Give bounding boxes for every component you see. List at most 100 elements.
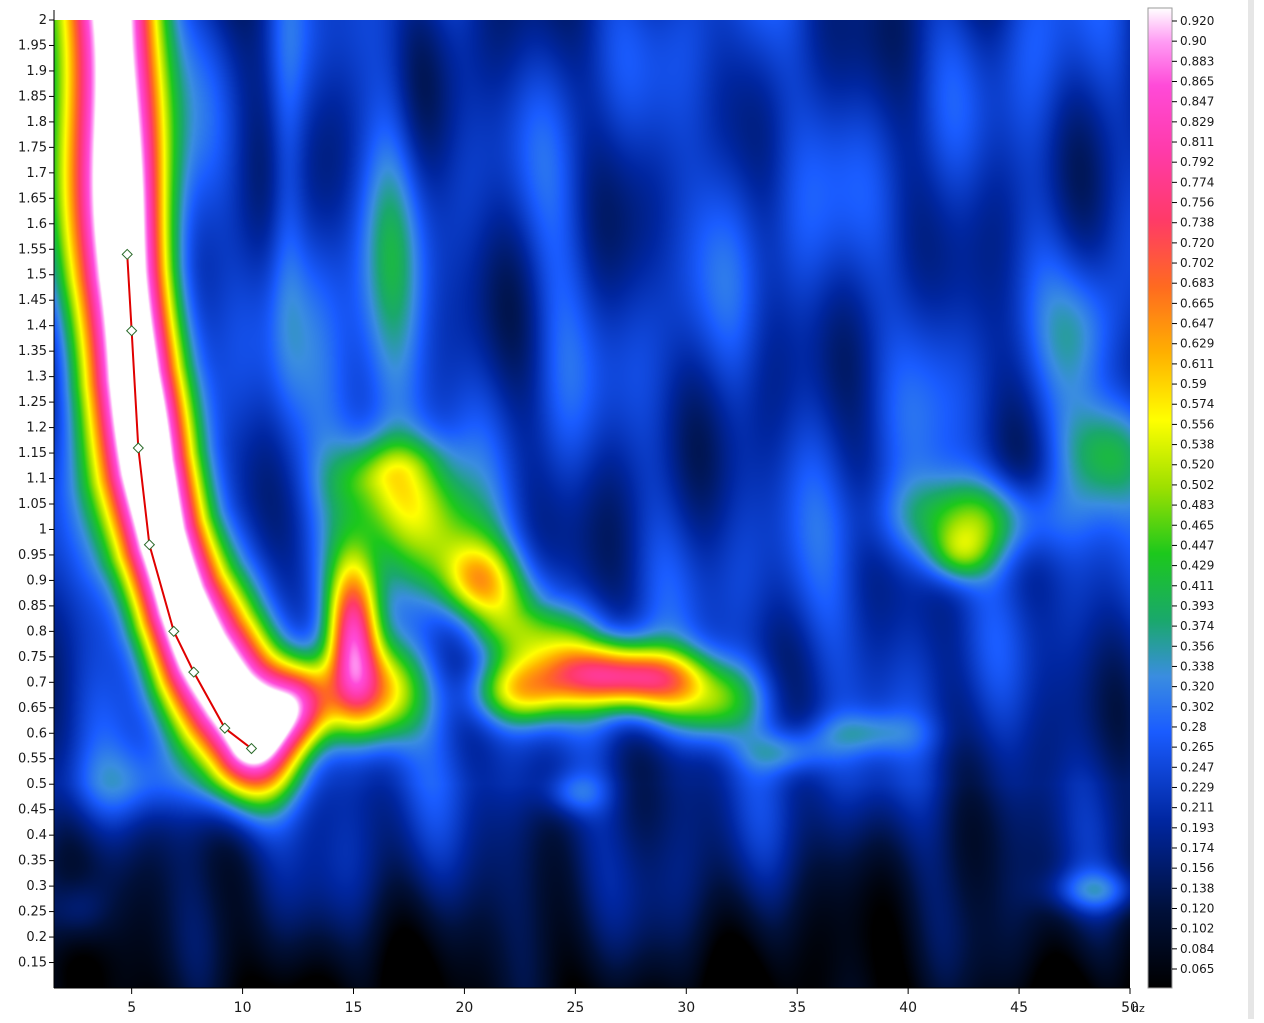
y-tick-label: 0.8 — [26, 624, 47, 639]
picked-curve-point[interactable] — [121, 248, 133, 261]
y-tick-label: 0.45 — [18, 803, 47, 818]
y-tick-label: 1.45 — [18, 293, 47, 308]
x-tick-label: 5 — [127, 1000, 136, 1016]
colorbar-label: 0.629 — [1180, 337, 1214, 351]
y-tick-label: 1.9 — [26, 64, 47, 79]
colorbar-label: 0.374 — [1180, 619, 1214, 633]
colorbar-label: 0.702 — [1180, 256, 1214, 270]
x-tick-label: 50 — [1121, 1000, 1139, 1016]
scrollbar-edge[interactable] — [1248, 0, 1254, 1019]
colorbar-label: 0.756 — [1180, 196, 1214, 210]
y-tick-label: 0.25 — [18, 905, 47, 920]
y-tick-label: 1.55 — [18, 242, 47, 257]
y-tick-label: 1 — [39, 522, 47, 537]
y-tick-label: 1.7 — [26, 166, 47, 181]
picked-dispersion-curve — [121, 248, 258, 755]
colorbar-label: 0.792 — [1180, 155, 1214, 169]
colorbar-label: 0.28 — [1180, 720, 1207, 734]
y-tick-label: 1.95 — [18, 38, 47, 53]
heatmap-container — [54, 20, 1130, 988]
colorbar-label: 0.774 — [1180, 175, 1214, 189]
y-tick-label: 0.95 — [18, 548, 47, 563]
y-tick-label: 0.6 — [26, 726, 47, 741]
colorbar-label: 0.447 — [1180, 538, 1214, 552]
colorbar-label: 0.647 — [1180, 317, 1214, 331]
colorbar-label: 0.483 — [1180, 498, 1214, 512]
y-tick-label: 0.3 — [26, 879, 47, 894]
colorbar-label: 0.90 — [1180, 34, 1207, 48]
y-tick-label: 1.65 — [18, 191, 47, 206]
y-tick-label: 1.2 — [26, 421, 47, 436]
picked-curve-point[interactable] — [219, 722, 231, 734]
x-tick-label: 40 — [899, 1000, 917, 1016]
y-tick-label: 0.15 — [18, 956, 47, 971]
colorbar-label: 0.574 — [1180, 397, 1214, 411]
colorbar-label: 0.120 — [1180, 901, 1214, 915]
axes-layer: 21.951.91.851.81.751.71.651.61.551.51.45… — [18, 10, 1145, 1016]
y-tick-label: 0.7 — [26, 675, 47, 690]
colorbar-label: 0.338 — [1180, 659, 1214, 673]
y-tick-label: 1.75 — [18, 140, 47, 155]
colorbar-label: 0.302 — [1180, 700, 1214, 714]
colorbar-label: 0.211 — [1180, 801, 1214, 815]
x-unit-label: hz — [1132, 1002, 1145, 1015]
y-tick-label: 0.5 — [26, 777, 47, 792]
colorbar-label: 0.59 — [1180, 377, 1207, 391]
colorbar-label: 0.411 — [1180, 579, 1214, 593]
y-tick-label: 1.05 — [18, 497, 47, 512]
colorbar-label: 0.102 — [1180, 922, 1214, 936]
colorbar-label: 0.811 — [1180, 135, 1214, 149]
colorbar-label: 0.393 — [1180, 599, 1214, 613]
colorbar-label: 0.520 — [1180, 458, 1214, 472]
picked-curve-point[interactable] — [143, 539, 156, 551]
colorbar-label: 0.556 — [1180, 417, 1214, 431]
picked-curve-point[interactable] — [125, 325, 138, 337]
colorbar-label: 0.683 — [1180, 276, 1214, 290]
x-tick-label: 25 — [566, 1000, 584, 1016]
y-tick-label: 1.8 — [26, 115, 47, 130]
colorbar-label: 0.065 — [1180, 962, 1214, 976]
colorbar-label: 0.138 — [1180, 881, 1214, 895]
colorbar-label: 0.429 — [1180, 559, 1214, 573]
colorbar-label: 0.920 — [1180, 14, 1214, 28]
picked-curve-point[interactable] — [188, 666, 200, 678]
picked-curve-line — [126, 254, 253, 750]
colorbar-label: 0.229 — [1180, 780, 1214, 794]
colorbar-label: 0.611 — [1180, 357, 1214, 371]
x-tick-label: 10 — [234, 1000, 252, 1016]
colorbar-label: 0.320 — [1180, 680, 1214, 694]
y-tick-label: 0.75 — [18, 650, 47, 665]
colorbar: 0.920 0.90 0.883 0.865 0.847 0.829 0.811 0.792 0… — [1147, 7, 1214, 989]
x-tick-label: 20 — [456, 1000, 474, 1016]
colorbar-label: 0.156 — [1180, 861, 1214, 875]
colorbar-label: 0.883 — [1180, 54, 1214, 68]
y-tick-label: 0.9 — [26, 573, 47, 588]
y-tick-label: 2 — [39, 13, 47, 28]
colorbar-label: 0.465 — [1180, 518, 1214, 532]
y-tick-label: 0.85 — [18, 599, 47, 614]
colorbar-label: 0.265 — [1180, 740, 1214, 754]
y-tick-label: 0.55 — [18, 752, 47, 767]
y-tick-label: 0.35 — [18, 854, 47, 869]
y-tick-label: 1.6 — [26, 217, 47, 232]
picked-curve-point[interactable] — [132, 442, 144, 454]
y-tick-label: 0.2 — [26, 930, 47, 945]
colorbar-ramp — [1147, 7, 1173, 989]
x-tick-label: 45 — [1010, 1000, 1028, 1016]
y-tick-label: 0.4 — [26, 828, 47, 843]
picked-curve-point[interactable] — [245, 742, 258, 755]
y-tick-label: 1.85 — [18, 89, 47, 104]
y-tick-label: 0.65 — [18, 701, 47, 716]
y-tick-label: 1.25 — [18, 395, 47, 410]
colorbar-label: 0.538 — [1180, 438, 1214, 452]
colorbar-label: 0.193 — [1180, 821, 1214, 835]
colorbar-label: 0.865 — [1180, 75, 1214, 89]
colorbar-label: 0.502 — [1180, 478, 1214, 492]
colorbar-label: 0.847 — [1180, 95, 1214, 109]
colorbar-label: 0.174 — [1180, 841, 1214, 855]
picked-curve-point[interactable] — [168, 625, 180, 638]
colorbar-label: 0.829 — [1180, 115, 1214, 129]
colorbar-label: 0.247 — [1180, 760, 1214, 774]
x-tick-label: 35 — [788, 1000, 806, 1016]
